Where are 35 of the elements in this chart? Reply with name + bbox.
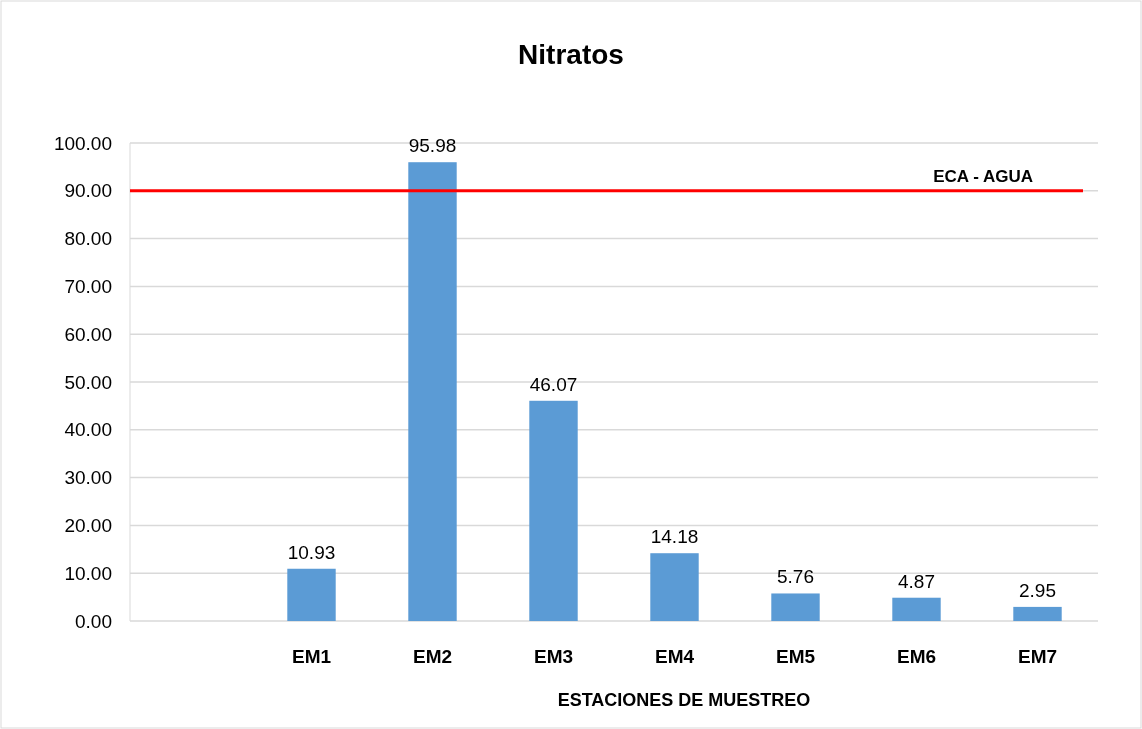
y-tick-label: 30.00: [64, 467, 112, 489]
data-label: 2.95: [1019, 579, 1056, 601]
data-label: 10.93: [287, 541, 336, 563]
y-tick-label: 90.00: [64, 180, 112, 202]
y-tick-label: 50.00: [64, 371, 112, 393]
y-tick-label: 60.00: [64, 323, 112, 345]
data-label: 46.07: [529, 373, 578, 395]
x-axis-title: ESTACIONES DE MUESTREO: [557, 690, 811, 710]
bar: [771, 593, 820, 621]
x-tick-label: EM3: [533, 646, 574, 667]
data-label: 14.18: [650, 526, 699, 548]
ref-line-label: ECA - AGUA: [933, 166, 1033, 186]
bar: [650, 553, 699, 621]
y-tick-label: 10.00: [64, 562, 112, 584]
bar: [408, 162, 457, 621]
bar: [892, 597, 941, 621]
y-tick-label: 0.00: [75, 610, 112, 632]
x-tick-label: EM1: [291, 646, 332, 667]
y-tick-label: 80.00: [64, 228, 112, 250]
x-tick-label: EM7: [1017, 646, 1058, 667]
y-tick-label: 40.00: [64, 419, 112, 441]
data-label: 95.98: [408, 135, 457, 157]
x-tick-label: EM4: [654, 646, 695, 667]
y-tick-label: 20.00: [64, 515, 112, 537]
bar: [529, 400, 578, 621]
data-label: 4.87: [898, 570, 935, 592]
x-tick-label: EM2: [412, 646, 453, 667]
bar: [1013, 606, 1062, 621]
x-tick-label: EM5: [775, 646, 816, 667]
bar: [287, 568, 336, 621]
data-label: 5.76: [777, 566, 814, 588]
x-tick-label: EM6: [896, 646, 937, 667]
chart-title: Nitratos: [518, 39, 624, 70]
y-tick-label: 100.00: [53, 132, 112, 154]
y-tick-label: 70.00: [64, 276, 112, 298]
